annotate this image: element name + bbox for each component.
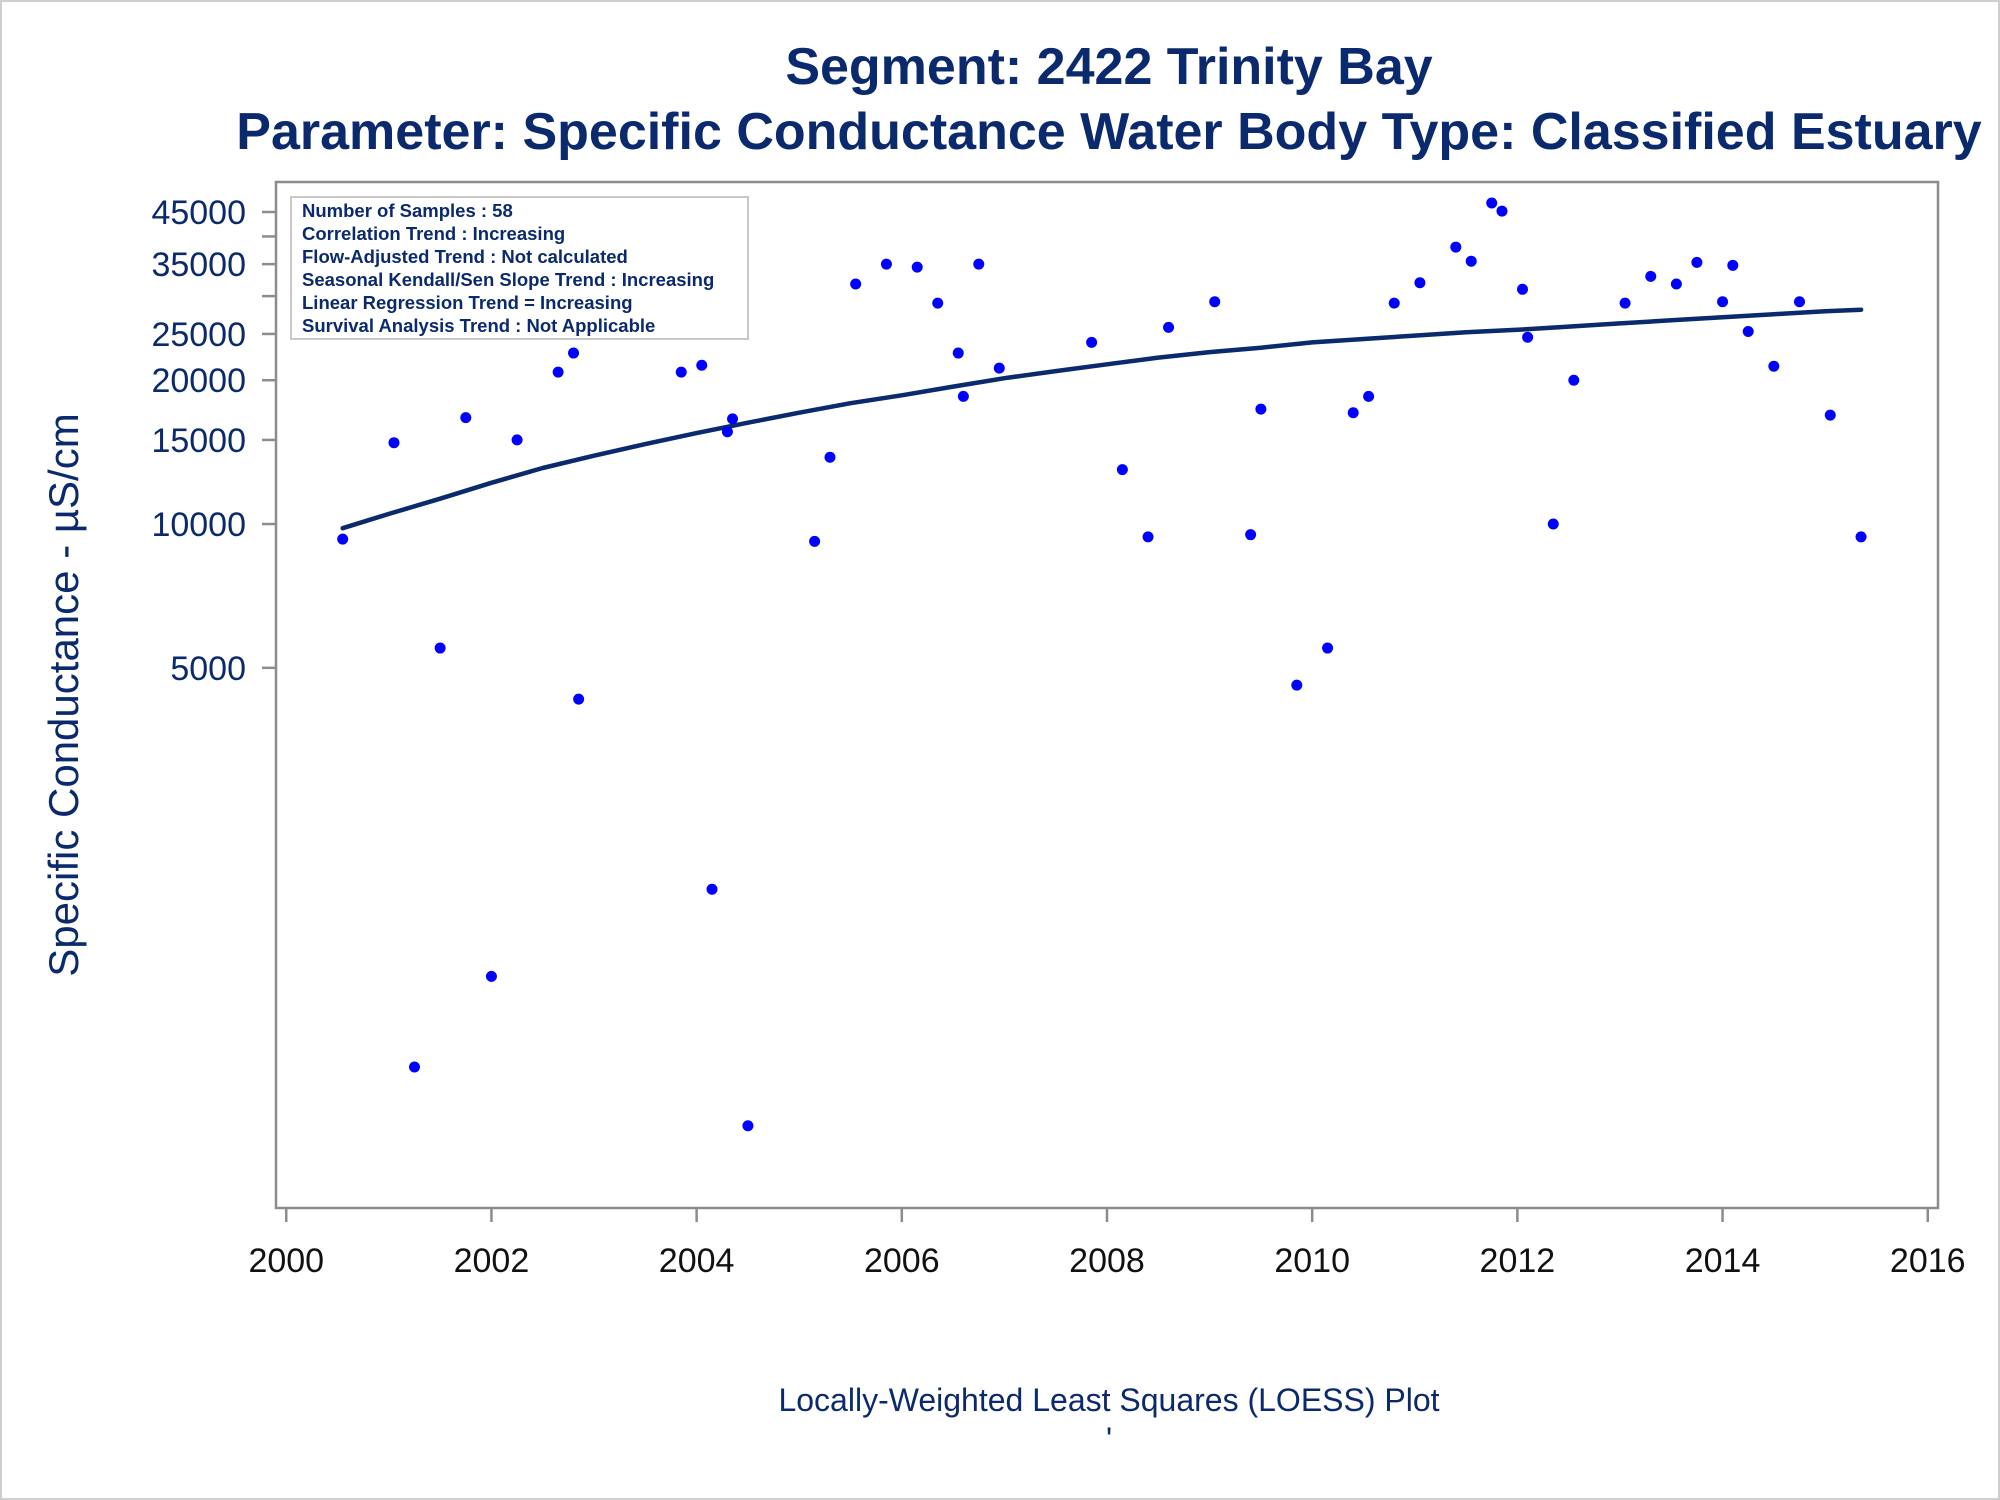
data-point: [388, 437, 400, 449]
data-point: [1794, 296, 1805, 308]
data-point: [1347, 407, 1359, 419]
data-point: [1255, 403, 1267, 415]
data-point: [932, 297, 944, 309]
data-point: [742, 1120, 754, 1132]
stats-line-linear-regression: Linear Regression Trend = Increasing: [302, 292, 633, 313]
data-point: [696, 359, 708, 371]
plot-area: [274, 180, 1940, 1210]
stats-line-survival: Survival Analysis Trend : Not Applicable: [302, 315, 655, 336]
data-point: [1163, 321, 1175, 333]
data-point: [1388, 297, 1400, 309]
data-point: [880, 258, 892, 270]
data-point: [911, 261, 923, 273]
x-tick-label: 2010: [1274, 1242, 1350, 1280]
data-point: [727, 413, 739, 425]
y-tick-label: 45000: [151, 194, 246, 232]
data-point: [1245, 529, 1257, 541]
chart-title: Segment: 2422 Trinity Bay: [785, 38, 1432, 96]
data-point: [1824, 409, 1836, 421]
data-point: [809, 535, 821, 547]
y-axis-label: Specific Conductance - µS/cm: [40, 413, 87, 976]
data-point: [824, 451, 836, 463]
stats-box: Number of Samples : 58 Correlation Trend…: [290, 196, 749, 340]
stats-line-flow-adjusted: Flow-Adjusted Trend : Not calculated: [302, 246, 628, 267]
data-point: [1670, 278, 1682, 290]
x-tick-label: 2004: [659, 1242, 735, 1280]
data-point: [1522, 331, 1534, 343]
data-point: [1496, 205, 1508, 217]
loess-curve: [340, 307, 1864, 531]
stats-line-samples: Number of Samples : 58: [302, 200, 513, 221]
data-point: [1619, 297, 1631, 309]
x-tick-label: 2008: [1069, 1242, 1145, 1280]
data-point: [1486, 197, 1498, 209]
data-point: [1645, 270, 1657, 282]
data-point: [552, 366, 564, 378]
data-point: [1116, 464, 1128, 476]
data-point: [409, 1061, 420, 1073]
data-point: [952, 347, 964, 359]
data-point: [1465, 255, 1477, 267]
data-point: [850, 278, 862, 290]
x-tick-label: 2014: [1685, 1242, 1761, 1280]
data-point: [1322, 642, 1334, 654]
x-tick-label: 2006: [864, 1242, 940, 1280]
y-tick-label: 20000: [151, 362, 246, 400]
data-point: [1855, 531, 1867, 543]
data-point: [511, 434, 523, 446]
data-point: [1450, 241, 1462, 253]
data-point: [1363, 390, 1375, 402]
data-point: [1517, 283, 1528, 295]
data-point: [1768, 360, 1780, 372]
scatter-points: [337, 197, 1867, 1132]
loess-line-group: [340, 307, 1864, 531]
data-point: [573, 693, 585, 705]
y-tick-label: 25000: [151, 316, 246, 354]
x-tick-label: 2000: [248, 1242, 324, 1280]
data-point: [1142, 531, 1154, 543]
y-tick-label: 35000: [151, 246, 246, 284]
axis-ticks: [262, 210, 1929, 1222]
data-point: [721, 426, 733, 438]
y-tick-label: 5000: [170, 650, 246, 688]
y-tick-label: 15000: [151, 422, 246, 460]
x-tick-label: 2016: [1890, 1242, 1966, 1280]
data-point: [1742, 325, 1754, 337]
stats-line-correlation: Correlation Trend : Increasing: [302, 223, 565, 244]
data-point: [1727, 259, 1739, 271]
data-point: [485, 970, 497, 982]
y-tick-label: 10000: [151, 506, 246, 544]
data-point: [337, 533, 349, 545]
x-tick-label: 2012: [1480, 1242, 1556, 1280]
data-point: [1414, 277, 1426, 289]
chart-subtitle: Parameter: Specific Conductance Water Bo…: [236, 103, 1981, 161]
data-point: [1547, 518, 1559, 530]
data-point: [1291, 679, 1303, 691]
stats-line-seasonal-kendall: Seasonal Kendall/Sen Slope Trend : Incre…: [302, 269, 714, 290]
data-point: [973, 258, 985, 270]
x-tick-label: 2002: [454, 1242, 530, 1280]
data-point: [957, 390, 969, 402]
x-tick-labels: 2000 2002 2004 2006 2008 2010 2012 2014 2016: [248, 1242, 1965, 1280]
data-point: [568, 347, 580, 359]
y-tick-labels: 5000 10000 15000 20000 25000 35000 45000: [151, 194, 246, 688]
data-point: [1209, 296, 1221, 308]
data-point: [434, 642, 446, 654]
data-point: [993, 362, 1005, 374]
data-point: [675, 366, 687, 378]
footnote: Locally-Weighted Least Squares (LOESS) P…: [778, 1382, 1439, 1418]
data-point: [1086, 336, 1098, 348]
data-point: [460, 412, 472, 424]
data-point: [1717, 296, 1729, 308]
footnote-mark: ': [1106, 1421, 1112, 1457]
data-point: [1691, 256, 1703, 268]
data-point: [1568, 374, 1580, 386]
data-point: [706, 883, 718, 895]
stats-box-frame: [290, 196, 749, 340]
